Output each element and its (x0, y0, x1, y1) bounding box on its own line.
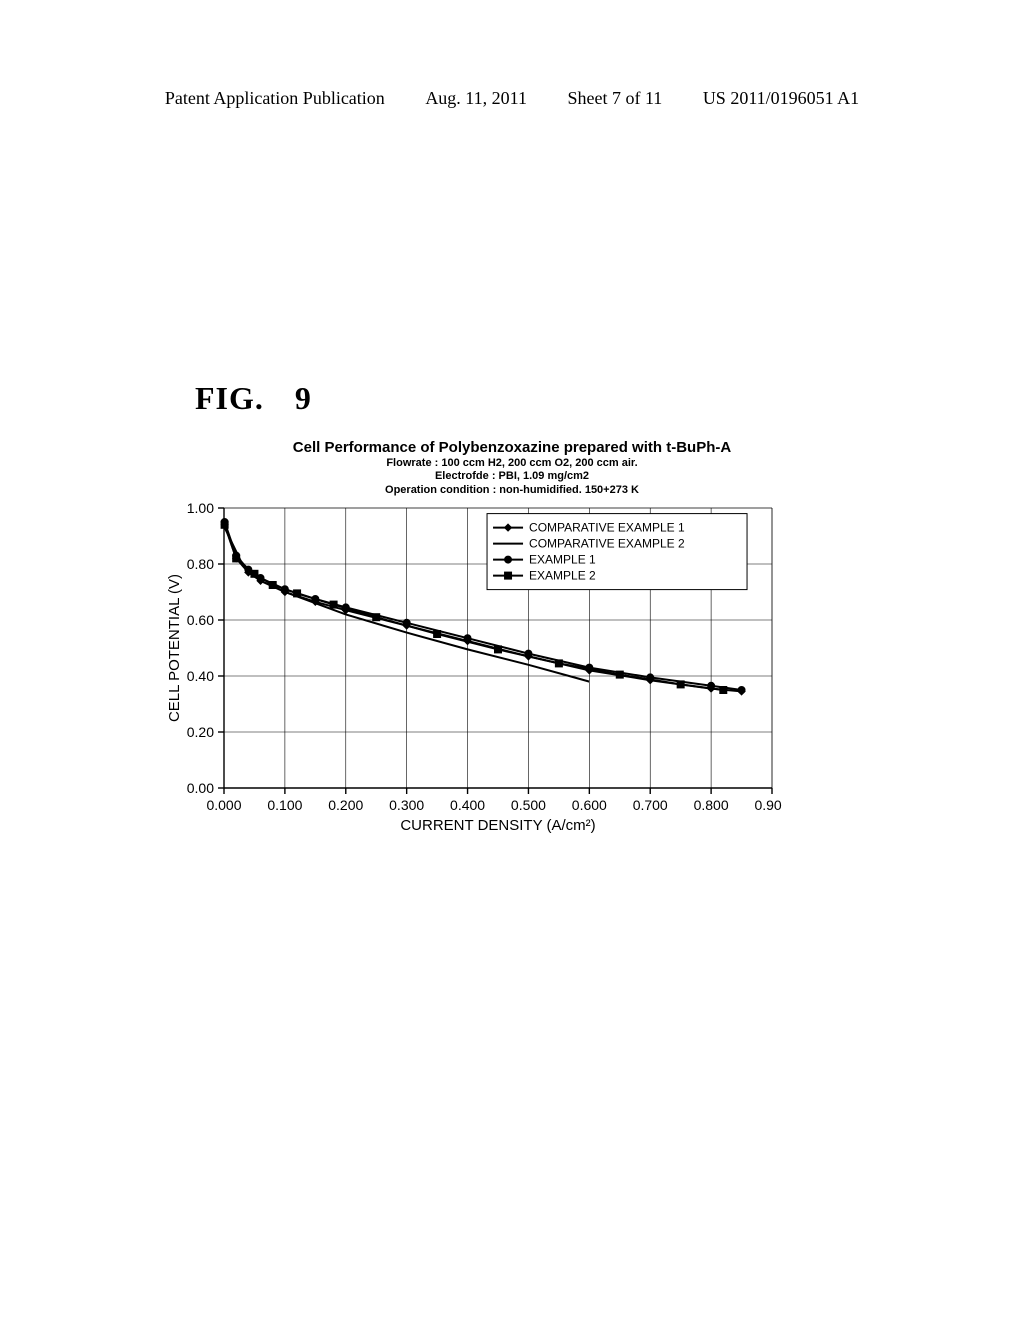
x-tick-label: 0.300 (389, 797, 424, 813)
x-tick-label: 0.400 (450, 797, 485, 813)
x-tick-label: 0.500 (511, 797, 546, 813)
application-number: US 2011/0196051 A1 (703, 88, 859, 109)
legend-label: COMPARATIVE EXAMPLE 1 (529, 520, 685, 534)
y-tick-label: 1.00 (187, 500, 214, 516)
x-tick-label: 0.700 (633, 797, 668, 813)
y-tick-label: 0.20 (187, 724, 214, 740)
y-tick-label: 0.00 (187, 780, 214, 796)
y-tick-label: 0.60 (187, 612, 214, 628)
y-axis-label: CELL POTENTIAL (V) (166, 574, 183, 722)
figure-label: FIG. 9 (195, 380, 312, 417)
chart-title: Cell Performance of Polybenzoxazine prep… (162, 440, 862, 457)
legend-label: EXAMPLE 2 (529, 568, 596, 582)
chart-container: Cell Performance of Polybenzoxazine prep… (162, 440, 862, 878)
chart-plot: 0.000 0.100 0.200 0.300 0.400 0.500 0.600 0.700… (162, 498, 782, 878)
x-axis-label: CURRENT DENSITY (A/cm²) (400, 817, 595, 834)
legend-label: COMPARATIVE EXAMPLE 2 (529, 536, 685, 550)
figure-number: 9 (295, 380, 312, 416)
x-tick-label: 0.600 (572, 797, 607, 813)
figure-word: FIG. (195, 380, 264, 416)
y-tick-label: 0.40 (187, 668, 214, 684)
chart-subtitle-3: Operation condition : non-humidified. 15… (162, 484, 862, 498)
publication-date: Aug. 11, 2011 (425, 88, 527, 109)
legend-label: EXAMPLE 1 (529, 552, 596, 566)
x-tick-label: 0.200 (328, 797, 363, 813)
chart-subtitle-1: Flowrate : 100 ccm H2, 200 ccm O2, 200 c… (162, 457, 862, 471)
page: Patent Application Publication Aug. 11, … (0, 0, 1024, 1320)
x-tick-label: 0.900 (754, 797, 782, 813)
sheet-number: Sheet 7 of 11 (567, 88, 662, 109)
x-tick-label: 0.100 (267, 797, 302, 813)
y-tick-label: 0.80 (187, 556, 214, 572)
page-header: Patent Application Publication Aug. 11, … (0, 88, 1024, 109)
x-tick-label: 0.800 (694, 797, 729, 813)
legend: COMPARATIVE EXAMPLE 1 COMPARATIVE EXAMPLE… (487, 513, 747, 589)
x-tick-label: 0.000 (206, 797, 241, 813)
chart-subtitle-2: Electrofde : PBI, 1.09 mg/cm2 (162, 470, 862, 484)
publication-label: Patent Application Publication (165, 88, 385, 109)
